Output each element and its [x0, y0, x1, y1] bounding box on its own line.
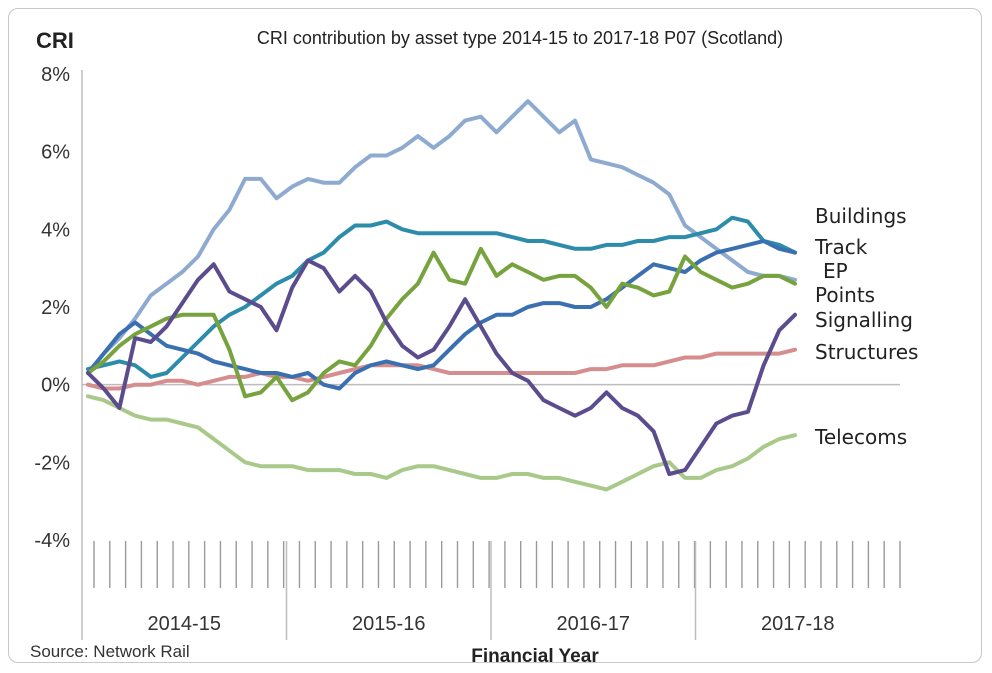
x-axis-categories: 2014-15 2015-16 2016-17 2017-18 — [148, 613, 835, 635]
series-line-track — [86, 215, 797, 379]
series-line-telecoms — [86, 394, 797, 492]
axes — [81, 70, 901, 640]
y-tick-label: 0% — [41, 375, 70, 397]
legend-label-points: Points — [815, 283, 875, 307]
chart-source: Source: Network Rail — [30, 642, 190, 661]
y-tick-label: -4% — [34, 530, 70, 552]
y-tick-label: 8% — [41, 64, 70, 86]
category-label: 2016-17 — [557, 613, 630, 635]
chart-title: CRI contribution by asset type 2014-15 t… — [257, 28, 783, 48]
chart-xlabel: Financial Year — [471, 646, 599, 667]
category-label: 2014-15 — [148, 613, 221, 635]
series-line-structures — [86, 347, 797, 391]
legend-label-track: Track — [814, 235, 868, 259]
chart-frame — [8, 8, 982, 663]
series-line-points — [86, 246, 797, 403]
y-tick-label: -2% — [34, 452, 70, 474]
legend-label-buildings: Buildings — [815, 204, 907, 228]
legend-label-signalling: Signalling — [815, 308, 913, 332]
chart-ylabel: CRI — [36, 28, 74, 53]
series-line-signalling — [86, 258, 797, 476]
category-label: 2017-18 — [761, 613, 834, 635]
y-axis-ticks: 8% 6% 4% 2% 0% -2% -4% — [34, 64, 70, 552]
legend-label-ep: EP — [823, 259, 848, 283]
y-tick-label: 6% — [41, 142, 70, 164]
series-lines — [86, 99, 797, 492]
category-label: 2015-16 — [352, 613, 425, 635]
legend-label-telecoms: Telecoms — [814, 425, 907, 449]
y-tick-label: 4% — [41, 219, 70, 241]
series-line-buildings — [86, 99, 797, 375]
legend-label-structures: Structures — [815, 340, 918, 364]
y-tick-label: 2% — [41, 297, 70, 319]
